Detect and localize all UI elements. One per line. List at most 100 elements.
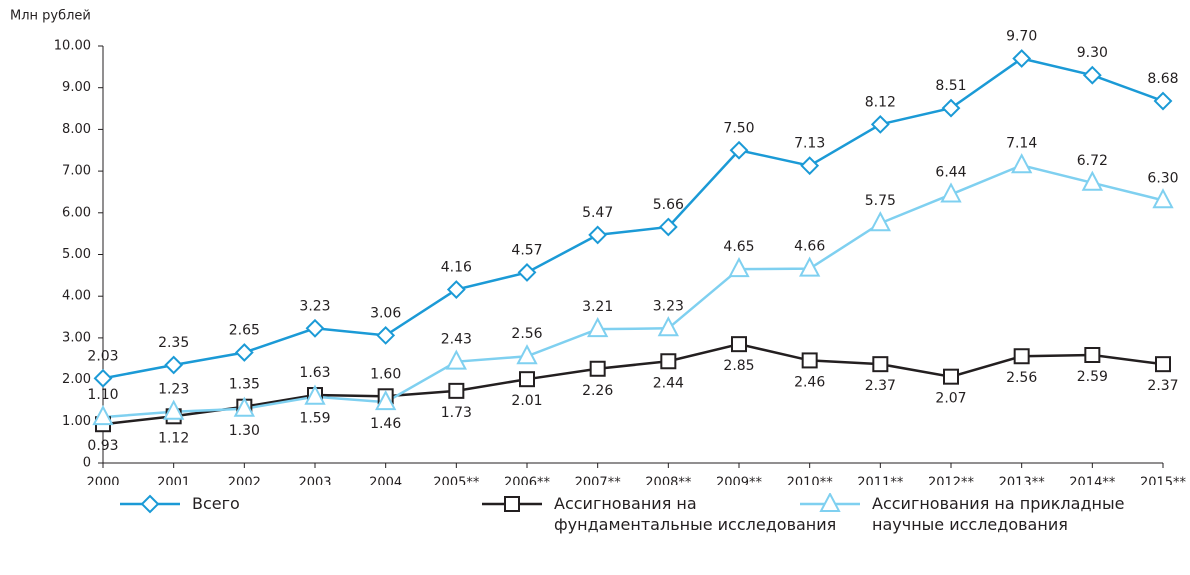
series-line bbox=[102, 163, 1164, 419]
data-label: 1.30 bbox=[229, 423, 260, 439]
legend-label: Всего bbox=[192, 494, 240, 513]
data-label: 7.13 bbox=[794, 136, 825, 152]
data-label: 2.59 bbox=[1077, 369, 1108, 385]
data-label: 1.60 bbox=[370, 366, 401, 382]
y-tick-label: 8.00 bbox=[62, 122, 91, 137]
y-tick-label: 7.00 bbox=[62, 164, 91, 179]
x-tick-label: 2001 bbox=[157, 476, 190, 486]
marker bbox=[446, 280, 466, 299]
marker bbox=[1013, 348, 1030, 365]
x-tick-label: 2008** bbox=[645, 476, 692, 486]
series-line bbox=[102, 57, 1164, 380]
x-tick-label: 2003 bbox=[298, 476, 331, 486]
data-label: 9.70 bbox=[1006, 29, 1037, 45]
marker bbox=[1155, 356, 1171, 373]
x-tick-label: 2002 bbox=[228, 476, 261, 486]
legend-label: Ассигнования на прикладные научные иссле… bbox=[872, 494, 1125, 534]
marker bbox=[516, 344, 538, 365]
marker bbox=[800, 156, 820, 176]
y-tick-label: 1.00 bbox=[62, 414, 91, 429]
marker bbox=[93, 368, 113, 388]
legend-item: Всего bbox=[120, 493, 390, 515]
data-label: 3.06 bbox=[370, 305, 401, 321]
y-tick-label: 3.00 bbox=[62, 330, 91, 345]
y-tick-label: 5.00 bbox=[62, 247, 91, 262]
y-tick-label: 0 bbox=[83, 456, 91, 471]
marker bbox=[1153, 91, 1173, 111]
data-label: 4.57 bbox=[511, 242, 542, 258]
marker bbox=[587, 317, 609, 338]
marker bbox=[1152, 188, 1174, 209]
marker bbox=[445, 349, 467, 370]
data-label: 1.73 bbox=[441, 405, 472, 421]
marker bbox=[657, 316, 679, 337]
x-tick-label: 2015** bbox=[1140, 476, 1187, 486]
legend-swatch bbox=[120, 494, 180, 514]
marker bbox=[729, 140, 749, 160]
data-label: 2.44 bbox=[653, 375, 684, 391]
x-tick-label: 2012** bbox=[928, 476, 975, 486]
data-label: 2.37 bbox=[1147, 378, 1178, 394]
x-tick-label: 2007** bbox=[575, 476, 622, 486]
marker bbox=[376, 325, 396, 345]
data-label: 3.23 bbox=[653, 298, 684, 314]
data-label: 2.85 bbox=[723, 358, 754, 374]
data-label: 2.43 bbox=[441, 332, 472, 348]
data-label: 2.03 bbox=[87, 348, 118, 364]
data-label: 2.26 bbox=[582, 383, 613, 399]
data-label: 5.66 bbox=[653, 197, 684, 213]
data-label: 2.46 bbox=[794, 374, 825, 390]
marker bbox=[1081, 170, 1103, 191]
marker bbox=[801, 352, 818, 369]
marker bbox=[1082, 65, 1102, 85]
data-label: 8.51 bbox=[935, 78, 966, 94]
marker bbox=[869, 211, 891, 232]
legend-label: Ассигнования на фундаментальные исследов… bbox=[554, 494, 837, 534]
y-tick-label: 2.00 bbox=[62, 372, 91, 387]
y-axis-label: Млн рублей bbox=[10, 9, 91, 24]
data-label: 2.07 bbox=[935, 391, 966, 407]
data-label: 5.75 bbox=[865, 193, 896, 209]
legend-item: Ассигнования на фундаментальные исследов… bbox=[482, 493, 852, 535]
marker bbox=[163, 399, 185, 420]
x-tick-label: 2005** bbox=[433, 476, 480, 486]
marker bbox=[234, 343, 254, 362]
marker bbox=[658, 217, 678, 237]
x-tick-label: 2000 bbox=[86, 476, 119, 486]
marker bbox=[1012, 49, 1032, 68]
y-tick-label: 10.00 bbox=[54, 39, 91, 54]
legend-swatch bbox=[800, 493, 860, 512]
data-label: 1.10 bbox=[87, 387, 118, 403]
data-label: 2.56 bbox=[511, 326, 542, 342]
marker bbox=[140, 494, 160, 514]
marker bbox=[519, 371, 535, 388]
marker bbox=[375, 389, 397, 411]
x-tick-label: 2006** bbox=[504, 476, 551, 486]
marker bbox=[940, 182, 962, 203]
data-label: 2.01 bbox=[511, 393, 542, 409]
data-label: 7.14 bbox=[1006, 135, 1037, 151]
marker bbox=[517, 263, 537, 282]
legend-item: Ассигнования на прикладные научные иссле… bbox=[800, 493, 1170, 535]
data-label: 8.68 bbox=[1147, 71, 1178, 87]
marker bbox=[660, 353, 677, 370]
data-label: 1.23 bbox=[158, 382, 189, 398]
marker bbox=[164, 355, 184, 375]
marker bbox=[448, 382, 465, 399]
data-label: 2.56 bbox=[1006, 370, 1037, 386]
marker bbox=[943, 368, 959, 385]
series-line bbox=[102, 342, 1164, 426]
marker bbox=[731, 336, 747, 353]
data-label: 3.21 bbox=[582, 299, 613, 315]
marker bbox=[305, 318, 325, 338]
marker bbox=[1084, 346, 1101, 363]
data-label: 8.12 bbox=[865, 94, 896, 110]
x-tick-label: 2010** bbox=[787, 476, 834, 486]
x-tick-label: 2013** bbox=[999, 476, 1046, 486]
data-label: 2.65 bbox=[229, 322, 260, 338]
data-label: 9.30 bbox=[1077, 45, 1108, 61]
data-label: 0.93 bbox=[87, 438, 118, 454]
marker bbox=[1011, 153, 1033, 174]
data-label: 3.23 bbox=[299, 298, 330, 314]
